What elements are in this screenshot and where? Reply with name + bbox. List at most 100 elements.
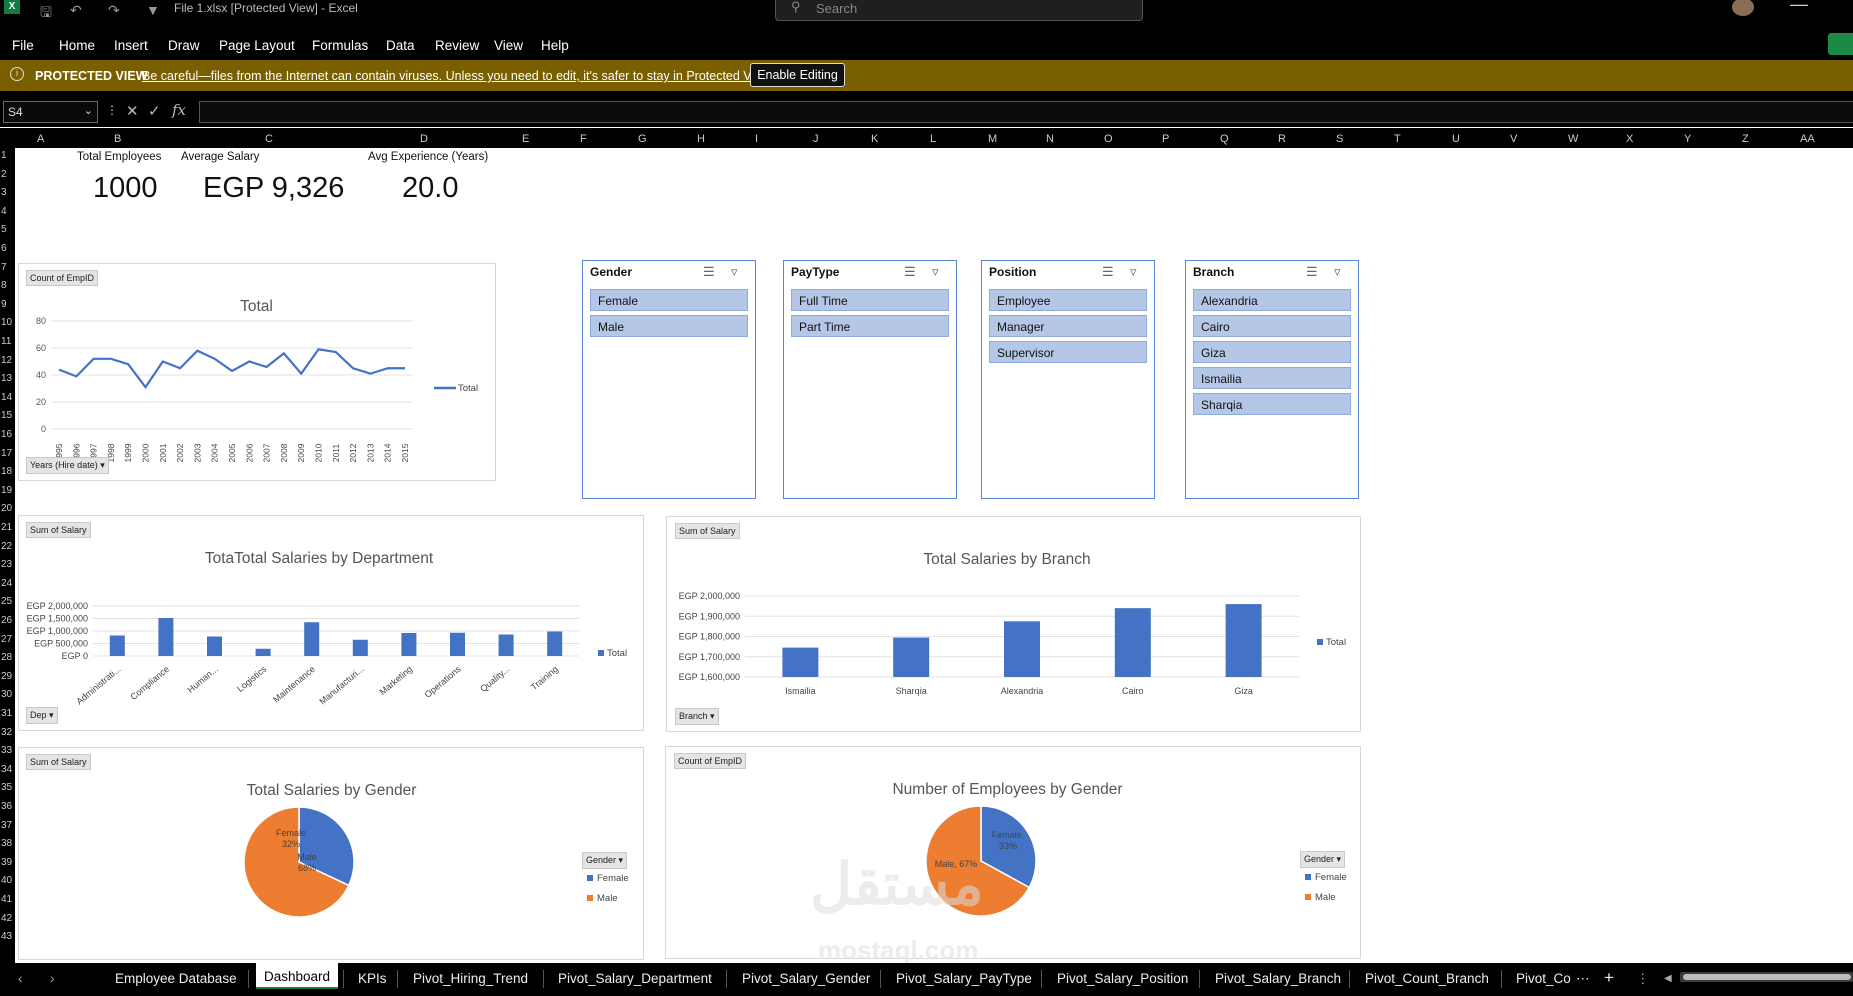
row-header-32[interactable]: 32 — [1, 726, 13, 738]
row-header-26[interactable]: 26 — [1, 615, 13, 626]
cancel-icon[interactable]: ✕ — [126, 103, 139, 120]
row-header-43[interactable]: 43 — [1, 931, 13, 943]
row-header-19[interactable]: 19 — [1, 484, 13, 496]
tab-split-handle-icon[interactable]: ⋮ — [1636, 971, 1650, 986]
count-empid-field-button[interactable]: Count of EmpID — [674, 753, 747, 769]
slicer-branch[interactable]: Branch ☰ ▿ Alexandria Cairo Giza Ismaili… — [1185, 260, 1359, 499]
row-header-24[interactable]: 24 — [1, 577, 13, 589]
slicer-item-manager[interactable]: Manager — [989, 315, 1147, 337]
column-header-r[interactable]: R — [1278, 133, 1286, 145]
dep-axis-button[interactable]: Dep ▾ — [26, 707, 58, 724]
sheet-tab-pivot-salary-paytype[interactable]: Pivot_Salary_PayType — [896, 971, 1032, 986]
sum-of-salary-field-button[interactable]: Sum of Salary — [26, 754, 91, 770]
column-header-h[interactable]: H — [697, 133, 705, 145]
tab-help[interactable]: Help — [541, 38, 569, 53]
row-header-13[interactable]: 13 — [1, 373, 13, 385]
row-header-41[interactable]: 41 — [1, 894, 13, 905]
column-header-a[interactable]: A — [37, 133, 45, 145]
protected-view-message[interactable]: Be careful—files from the Internet can c… — [142, 69, 773, 83]
row-header-30[interactable]: 30 — [1, 689, 13, 701]
sum-of-salary-field-button[interactable]: Sum of Salary — [675, 523, 740, 539]
column-header-z[interactable]: Z — [1742, 133, 1749, 145]
slicer-position[interactable]: Position ☰ ▿ Employee Manager Supervisor — [981, 260, 1155, 499]
slicer-item-employee[interactable]: Employee — [989, 289, 1147, 311]
hiring-trend-chart[interactable]: Count of EmpID Total 0 20 40 60 80 1995 1996 19… — [18, 263, 496, 481]
tab-formulas[interactable]: Formulas — [312, 38, 369, 53]
slicer-item-supervisor[interactable]: Supervisor — [989, 341, 1147, 363]
column-header-p[interactable]: P — [1162, 133, 1170, 145]
enable-editing-button[interactable]: Enable Editing — [750, 63, 845, 87]
column-header-w[interactable]: W — [1568, 133, 1579, 145]
column-header-k[interactable]: K — [871, 133, 879, 145]
row-header-5[interactable]: 5 — [1, 224, 7, 236]
row-header-9[interactable]: 9 — [1, 298, 7, 310]
column-header-u[interactable]: U — [1452, 133, 1460, 145]
slicer-item-part-time[interactable]: Part Time — [791, 315, 949, 337]
undo-icon[interactable]: ↶ — [70, 2, 82, 18]
sheet-tab-pivot-hiring-trend[interactable]: Pivot_Hiring_Trend — [413, 971, 529, 986]
column-header-e[interactable]: E — [522, 133, 530, 145]
row-header-18[interactable]: 18 — [1, 466, 13, 478]
row-header-22[interactable]: 22 — [1, 540, 13, 552]
slicer-item-ismailia[interactable]: Ismailia — [1193, 367, 1351, 389]
column-header-f[interactable]: F — [580, 133, 587, 145]
row-header-31[interactable]: 31 — [1, 708, 13, 719]
horizontal-scrollbar[interactable] — [1680, 972, 1853, 982]
employees-by-gender-chart[interactable]: Count of EmpID Number of Employees by Ge… — [665, 746, 1361, 959]
row-header-14[interactable]: 14 — [1, 391, 13, 403]
column-header-x[interactable]: X — [1626, 133, 1634, 145]
row-header-42[interactable]: 42 — [1, 912, 13, 924]
insert-function-icon[interactable]: fx — [172, 101, 187, 119]
column-header-t[interactable]: T — [1394, 133, 1401, 145]
multi-select-icon[interactable]: ☰ — [1306, 264, 1318, 279]
slicer-item-full-time[interactable]: Full Time — [791, 289, 949, 311]
gender-legend-button[interactable]: Gender ▾ — [1300, 851, 1346, 868]
multi-select-icon[interactable]: ☰ — [904, 264, 916, 279]
row-header-17[interactable]: 17 — [1, 447, 13, 459]
scrollbar-thumb[interactable] — [1683, 974, 1851, 980]
row-header-10[interactable]: 10 — [1, 317, 13, 329]
slicer-gender[interactable]: Gender ☰ ▿ Female Male — [582, 260, 756, 499]
slicer-item-female[interactable]: Female — [590, 289, 748, 311]
share-button[interactable] — [1828, 33, 1853, 55]
column-header-v[interactable]: V — [1510, 133, 1518, 145]
sum-of-salary-field-button[interactable]: Sum of Salary — [26, 522, 91, 538]
slicer-paytype[interactable]: PayType ☰ ▿ Full Time Part Time — [783, 260, 957, 499]
column-header-m[interactable]: M — [988, 133, 998, 145]
row-header-3[interactable]: 3 — [1, 187, 7, 199]
row-header-1[interactable]: 1 — [1, 150, 7, 161]
row-header-16[interactable]: 16 — [1, 429, 13, 440]
years-hire-date-axis-button[interactable]: Years (Hire date) ▾ — [26, 457, 109, 474]
add-sheet-icon[interactable]: + — [1604, 968, 1614, 987]
gender-legend-button[interactable]: Gender ▾ — [582, 852, 628, 869]
tab-page-layout[interactable]: Page Layout — [219, 38, 295, 53]
slicer-item-alexandria[interactable]: Alexandria — [1193, 289, 1351, 311]
sheet-tab-pivot-co[interactable]: Pivot_Co — [1516, 971, 1571, 986]
row-header-2[interactable]: 2 — [1, 168, 7, 180]
row-header-27[interactable]: 27 — [1, 633, 13, 645]
minimize-icon[interactable]: — — [1790, 0, 1808, 14]
scroll-tabs-right-icon[interactable]: › — [50, 971, 55, 986]
more-icon[interactable]: ⋮ — [106, 103, 118, 117]
clear-filter-icon[interactable]: ▿ — [1334, 264, 1341, 279]
more-sheets-icon[interactable]: ⋯ — [1576, 971, 1590, 986]
count-empid-field-button[interactable]: Count of EmpID — [26, 270, 99, 286]
row-header-36[interactable]: 36 — [1, 801, 13, 812]
row-header-28[interactable]: 28 — [1, 652, 13, 664]
salaries-by-branch-chart[interactable]: Sum of Salary Total Salaries by Branch E… — [666, 516, 1361, 732]
clear-filter-icon[interactable]: ▿ — [1130, 264, 1137, 279]
row-header-23[interactable]: 23 — [1, 559, 13, 571]
row-header-38[interactable]: 38 — [1, 838, 13, 850]
multi-select-icon[interactable]: ☰ — [703, 264, 715, 279]
tab-review[interactable]: Review — [435, 38, 480, 53]
column-header-l[interactable]: L — [930, 133, 937, 145]
tab-insert[interactable]: Insert — [114, 38, 148, 53]
sheet-tab-dashboard[interactable]: Dashboard — [256, 963, 339, 989]
column-header-o[interactable]: O — [1104, 133, 1113, 145]
row-header-34[interactable]: 34 — [1, 763, 13, 775]
row-header-33[interactable]: 33 — [1, 745, 13, 757]
column-header-n[interactable]: N — [1046, 133, 1054, 145]
name-box[interactable]: S4 ⌄ — [3, 101, 98, 123]
sheet-tab-pivot-salary-position[interactable]: Pivot_Salary_Position — [1057, 971, 1189, 986]
sheet-tab-pivot-salary-department[interactable]: Pivot_Salary_Department — [558, 971, 712, 986]
